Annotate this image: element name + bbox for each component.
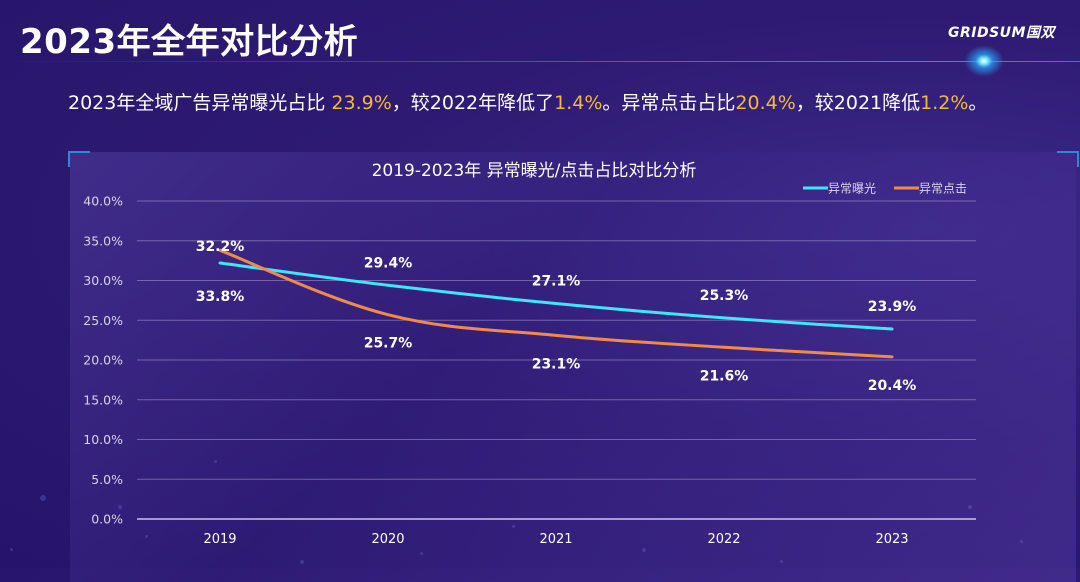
summary-text-segment: 。 (968, 92, 988, 114)
summary-highlight-value: 1.2% (920, 92, 969, 114)
data-label: 27.1% (532, 274, 581, 290)
series-lines (218, 248, 894, 359)
y-tick-label: 5.0% (91, 472, 123, 487)
chart-panel (70, 152, 1076, 582)
decorative-particle (780, 560, 783, 563)
y-tick-label: 25.0% (83, 313, 123, 328)
decorative-particle (642, 548, 646, 552)
header-divider-line (0, 61, 1080, 62)
legend-label[interactable]: 异常点击 (919, 182, 967, 196)
summary-highlight-value: 1.4% (554, 92, 603, 114)
x-tick-label: 2020 (371, 532, 404, 547)
gridsum-logo: GRIDSUM国双 (948, 25, 1055, 41)
summary-text-segment: 2023年全域广告异常曝光占比 (68, 92, 332, 114)
summary-highlight-value: 20.4% (735, 92, 796, 114)
decorative-particle (1020, 540, 1023, 543)
data-label: 23.1% (532, 356, 581, 372)
y-axis-ticks: 0.0% 5.0% 10.0% 15.0% 20.0% 25.0% 30.0% 35.0% 40… (83, 194, 123, 527)
data-label: 23.9% (868, 299, 917, 315)
y-tick-label: 0.0% (91, 512, 123, 527)
y-tick-label: 30.0% (83, 273, 123, 288)
decorative-particle (10, 548, 13, 551)
series-line-exposure (218, 261, 894, 331)
data-label: 21.6% (700, 368, 749, 384)
summary-text-segment: ，较2021降低 (795, 92, 921, 114)
data-label: 33.8% (196, 289, 245, 305)
x-tick-label: 2021 (539, 532, 572, 547)
panel-corner-top-left (68, 151, 90, 167)
y-tick-label: 15.0% (83, 392, 123, 407)
gridlines (137, 200, 976, 520)
y-tick-label: 20.0% (83, 353, 123, 368)
decorative-particle (300, 560, 304, 564)
data-label: 25.3% (700, 288, 749, 304)
chart-legend: 异常曝光 异常点击 (803, 182, 967, 196)
decorative-particle (214, 460, 217, 463)
data-labels: 32.2% 29.4% 27.1% 25.3% 23.9% 33.8% 25.7% 23.1%… (196, 239, 917, 394)
panel-corner-top-right (1057, 151, 1079, 167)
summary-text-segment: 。异常点击占比 (602, 92, 736, 114)
data-label: 32.2% (196, 239, 245, 255)
page-title: 2023年全年对比分析 (20, 22, 359, 62)
decorative-particle (118, 505, 122, 509)
decorative-particle (512, 525, 515, 528)
x-tick-label: 2022 (707, 532, 740, 547)
summary-highlight-value: 23.9% (331, 92, 392, 114)
x-axis-ticks: 2019 2020 2021 2022 2023 (203, 532, 908, 547)
y-tick-label: 10.0% (83, 432, 123, 447)
decorative-particle (968, 505, 972, 509)
data-label: 29.4% (364, 255, 413, 271)
legend-label[interactable]: 异常曝光 (828, 182, 876, 196)
header-glow-icon (964, 45, 1004, 77)
decorative-particle (420, 552, 423, 555)
decorative-particle (40, 495, 46, 501)
data-label: 20.4% (868, 378, 917, 394)
summary-text: 2023年全域广告异常曝光占比 23.9%，较2022年降低了1.4%。异常点击… (68, 88, 987, 115)
x-tick-label: 2023 (875, 532, 908, 547)
summary-text-segment: ，较2022年降低了 (391, 92, 555, 114)
y-tick-label: 40.0% (83, 194, 123, 209)
series-line-click (218, 248, 894, 359)
chart-title: 2019-2023年 异常曝光/点击占比对比分析 (371, 161, 697, 181)
x-tick-label: 2019 (203, 532, 236, 547)
data-label: 25.7% (364, 336, 413, 352)
line-chart: 0.0% 5.0% 10.0% 15.0% 20.0% 25.0% 30.0% 35.0% 40… (83, 181, 976, 547)
decorative-particle (145, 535, 148, 538)
y-tick-label: 35.0% (83, 233, 123, 248)
